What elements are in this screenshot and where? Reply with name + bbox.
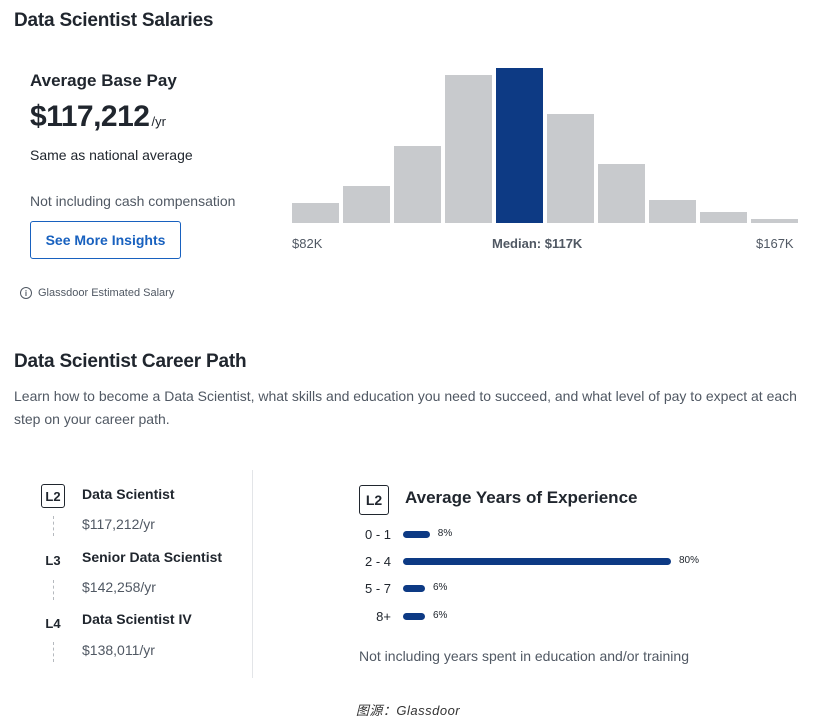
experience-range: 0 - 1 — [364, 527, 391, 542]
level-badge: L3 — [45, 553, 61, 568]
level-connector — [53, 580, 54, 600]
image-caption: 图源：Glassdoor — [355, 703, 461, 718]
histogram-bar[interactable] — [547, 114, 594, 223]
experience-note: Not including years spent in education a… — [359, 648, 689, 664]
experience-range: 2 - 4 — [364, 554, 391, 569]
histogram-bar[interactable] — [598, 164, 645, 223]
career-path-title: Data Scientist Career Path — [14, 351, 247, 372]
experience-percent: 80% — [679, 555, 700, 566]
experience-bar — [403, 585, 425, 592]
compensation-note: Not including cash compensation — [30, 193, 236, 209]
level-badge: L2 — [41, 484, 65, 508]
experience-chart: 0 - 1 8% 2 - 4 80% 5 - 7 6% 8+ 6% — [359, 525, 799, 635]
experience-percent: 6% — [433, 582, 448, 593]
histogram-bar[interactable] — [292, 203, 339, 223]
experience-level-badge: L2 — [359, 485, 389, 515]
experience-range: 8+ — [376, 609, 391, 624]
level-title[interactable]: Data Scientist IV — [82, 611, 192, 627]
level-title[interactable]: Senior Data Scientist — [82, 549, 223, 565]
level-connector — [53, 516, 54, 536]
level-pay: $117,212/yr — [82, 516, 155, 532]
experience-row: 5 - 7 6% — [359, 579, 779, 599]
national-comparison: Same as national average — [30, 147, 193, 163]
experience-range: 5 - 7 — [364, 581, 391, 596]
salaries-title: Data Scientist Salaries — [14, 10, 214, 31]
salary-histogram — [292, 67, 798, 223]
average-base-pay-label: Average Base Pay — [30, 71, 177, 90]
info-icon[interactable]: i — [20, 287, 32, 299]
experience-row: 2 - 4 80% — [359, 552, 779, 572]
histogram-bar[interactable] — [343, 186, 390, 223]
histogram-max-label: $167K — [756, 236, 794, 251]
section-divider — [252, 470, 253, 678]
histogram-bar[interactable] — [445, 75, 492, 223]
experience-row: 0 - 1 8% — [359, 525, 779, 545]
level-badge: L4 — [45, 616, 61, 631]
experience-row: 8+ 6% — [359, 607, 779, 627]
histogram-bar[interactable] — [649, 200, 696, 223]
pay-amount: $117,212 — [30, 100, 150, 133]
experience-title: Average Years of Experience — [405, 488, 638, 507]
experience-bar — [403, 558, 671, 565]
estimated-salary-label: Glassdoor Estimated Salary — [38, 287, 175, 299]
career-levels: L2 Data Scientist $117,212/yr L3 Senior … — [0, 470, 260, 680]
experience-percent: 8% — [437, 528, 453, 539]
histogram-bar[interactable] — [700, 212, 747, 223]
pay-period: /yr — [151, 114, 166, 129]
experience-bar — [403, 531, 430, 538]
experience-bar — [403, 613, 425, 620]
see-more-insights-button[interactable]: See More Insights — [30, 221, 181, 259]
histogram-bar[interactable] — [751, 219, 798, 223]
histogram-bar[interactable] — [394, 146, 441, 223]
level-connector — [53, 642, 54, 662]
experience-percent: 6% — [433, 610, 448, 621]
level-title[interactable]: Data Scientist — [82, 486, 175, 502]
level-pay: $138,011/yr — [82, 642, 155, 658]
level-pay: $142,258/yr — [82, 579, 156, 595]
histogram-min-label: $82K — [292, 236, 323, 251]
estimated-salary-note: i Glassdoor Estimated Salary — [20, 287, 174, 299]
career-path-description: Learn how to become a Data Scientist, wh… — [14, 388, 797, 427]
average-pay: $117,212/yr — [30, 100, 166, 134]
histogram-median-label: Median: $117K — [492, 236, 583, 251]
histogram-median-bar[interactable] — [496, 68, 543, 223]
